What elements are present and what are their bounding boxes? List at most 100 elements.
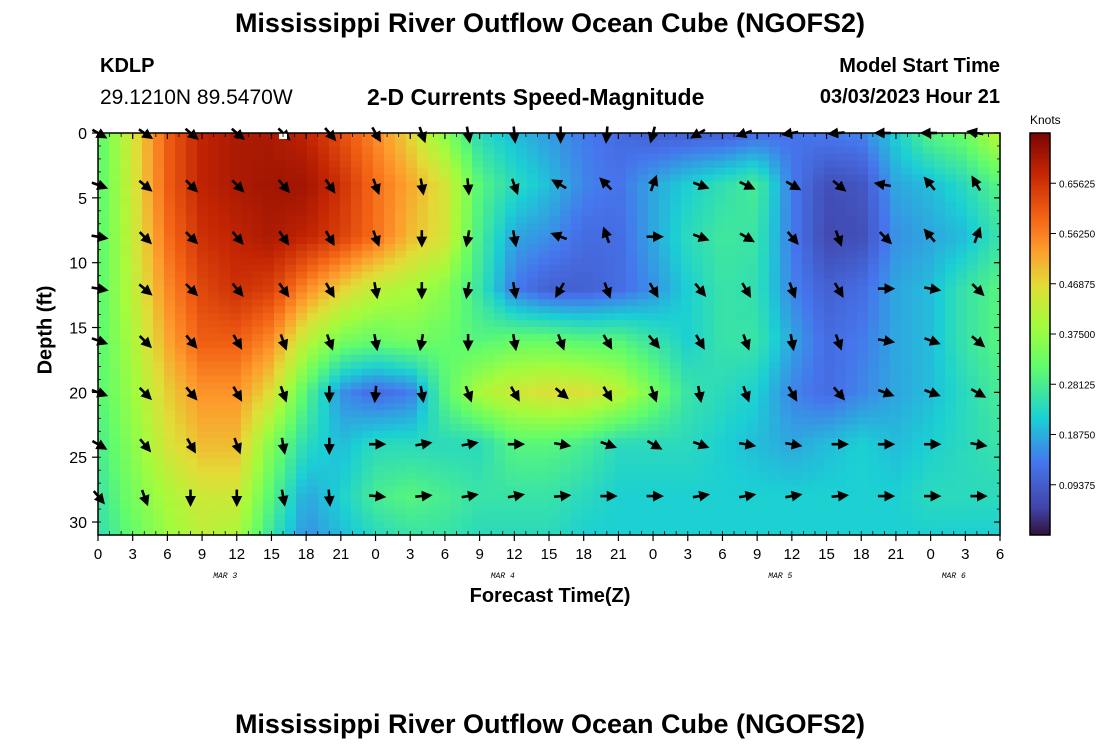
heatmap-cell: [461, 264, 473, 273]
heatmap-cell: [659, 507, 671, 515]
heatmap-cell: [901, 410, 913, 418]
heatmap-cell: [483, 257, 495, 266]
heatmap-cell: [923, 375, 935, 384]
heatmap-cell: [153, 153, 165, 162]
heatmap-cell: [274, 223, 286, 231]
heatmap-cell: [384, 410, 396, 418]
heatmap-cell: [318, 465, 330, 474]
heatmap-cell: [274, 472, 286, 481]
heatmap-cell: [967, 195, 979, 203]
heatmap-cell: [846, 230, 858, 238]
heatmap-cell: [362, 424, 374, 432]
heatmap-cell: [307, 278, 319, 287]
heatmap-cell: [879, 479, 891, 488]
heatmap-cell: [241, 431, 253, 439]
heatmap-cell: [890, 209, 902, 217]
heatmap-cell: [164, 382, 176, 391]
heatmap-cell: [824, 202, 836, 210]
x-tick-label: 15: [541, 546, 558, 563]
heatmap-cell: [230, 375, 242, 384]
heatmap-cell: [912, 223, 924, 231]
heatmap-cell: [384, 223, 396, 231]
heatmap-cell: [395, 160, 407, 169]
heatmap-cell: [725, 368, 737, 377]
heatmap-cell: [516, 521, 528, 529]
heatmap-cell: [769, 167, 781, 176]
heatmap-cell: [934, 216, 946, 224]
heatmap-cell: [681, 458, 693, 467]
heatmap-cell: [582, 472, 594, 481]
heatmap-cell: [373, 146, 385, 155]
heatmap-cell: [351, 382, 363, 391]
heatmap-cell: [934, 403, 946, 411]
heatmap-cell: [813, 389, 825, 397]
heatmap-cell: [505, 354, 517, 363]
heatmap-cell: [197, 209, 209, 217]
heatmap-cell: [351, 472, 363, 481]
heatmap-cell: [109, 451, 121, 460]
heatmap-cell: [802, 139, 814, 148]
heatmap-cell: [835, 320, 847, 328]
heatmap-cell: [219, 431, 231, 439]
heatmap-cell: [318, 437, 330, 446]
heatmap-cell: [263, 486, 275, 495]
heatmap-cell: [571, 507, 583, 515]
heatmap-cell: [791, 250, 803, 259]
heatmap-cell: [307, 209, 319, 217]
heatmap-cell: [802, 153, 814, 162]
heatmap-cell: [923, 465, 935, 474]
current-vector: [601, 282, 612, 299]
heatmap-cell: [98, 327, 110, 335]
heatmap-cell: [901, 271, 913, 280]
heatmap-cell: [637, 396, 649, 404]
heatmap-cell: [362, 167, 374, 176]
heatmap-cell: [615, 209, 627, 217]
chart-title: Mississippi River Outflow Ocean Cube (NG…: [234, 8, 866, 38]
heatmap-cell: [648, 250, 660, 259]
heatmap-cell: [813, 243, 825, 252]
heatmap-cell: [637, 451, 649, 460]
heatmap-cell: [450, 347, 462, 356]
heatmap-cell: [516, 368, 528, 377]
heatmap-cell: [296, 327, 308, 335]
heatmap-cell: [120, 243, 132, 252]
heatmap-cell: [868, 202, 880, 210]
heatmap-cell: [945, 368, 957, 377]
heatmap-cell: [967, 243, 979, 252]
heatmap-cell: [472, 236, 484, 245]
heatmap-cell: [450, 431, 462, 439]
heatmap-cell: [219, 361, 231, 370]
heatmap-cell: [670, 299, 682, 307]
heatmap-cell: [813, 431, 825, 439]
heatmap-cell: [681, 347, 693, 356]
heatmap-cell: [549, 271, 561, 280]
heatmap-cell: [252, 465, 264, 474]
heatmap-cell: [329, 410, 341, 418]
heatmap-cell: [395, 285, 407, 294]
heatmap-cell: [890, 216, 902, 224]
heatmap-cell: [538, 146, 550, 155]
heatmap-cell: [637, 444, 649, 453]
heatmap-cell: [285, 354, 297, 363]
heatmap-cell: [109, 528, 121, 536]
heatmap-cell: [681, 243, 693, 252]
heatmap-cell: [747, 250, 759, 259]
heatmap-cell: [637, 368, 649, 377]
heatmap-cell: [714, 375, 726, 384]
heatmap-cell: [912, 209, 924, 217]
heatmap-cell: [142, 223, 154, 231]
heatmap-cell: [780, 278, 792, 287]
heatmap-cell: [593, 334, 605, 342]
heatmap-cell: [989, 167, 1001, 176]
heatmap-cell: [131, 389, 143, 397]
heatmap-cell: [494, 230, 506, 238]
heatmap-cell: [351, 188, 363, 196]
heatmap-cell: [648, 320, 660, 328]
heatmap-cell: [604, 514, 616, 522]
heatmap-cell: [153, 389, 165, 397]
heatmap-cell: [802, 174, 814, 183]
heatmap-cell: [153, 174, 165, 183]
heatmap-cell: [879, 403, 891, 411]
heatmap-cell: [571, 181, 583, 190]
heatmap-cell: [131, 368, 143, 377]
